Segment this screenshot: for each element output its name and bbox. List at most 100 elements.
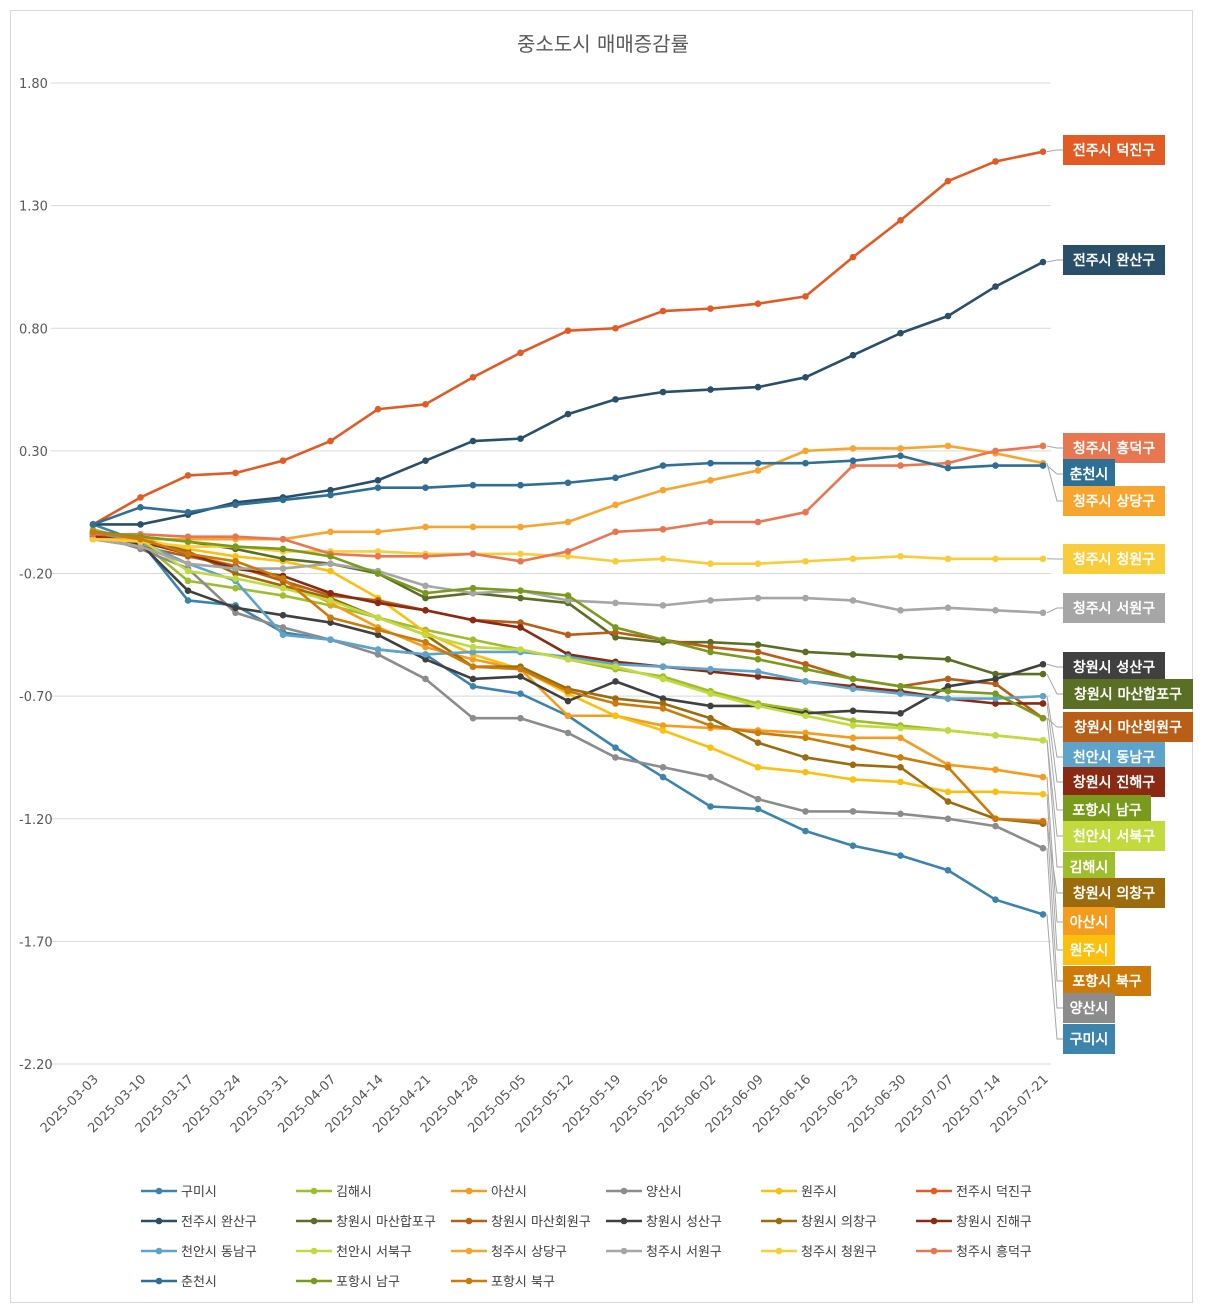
data-point xyxy=(564,479,572,487)
data-point xyxy=(802,293,809,300)
data-point xyxy=(944,815,952,823)
legend-item[interactable]: 창원시 진해구 xyxy=(916,1215,1032,1230)
data-point xyxy=(279,575,287,582)
end-label-text: 청주시 청원구 xyxy=(1073,552,1155,568)
data-point xyxy=(754,648,762,656)
data-point xyxy=(232,575,239,582)
data-point xyxy=(469,636,477,644)
end-label-box xyxy=(1063,486,1165,516)
data-point xyxy=(422,631,429,639)
data-point xyxy=(612,324,619,332)
data-point xyxy=(469,616,477,624)
legend-item[interactable]: 김해시 xyxy=(296,1185,372,1200)
leader-line xyxy=(1046,821,1063,982)
data-point xyxy=(612,599,619,607)
data-point xyxy=(517,481,524,489)
y-tick-label: -1.70 xyxy=(19,935,53,950)
end-label: 춘천시 xyxy=(1046,459,1115,489)
end-label-text: 창원시 진해구 xyxy=(1073,774,1155,791)
data-point xyxy=(802,808,809,815)
data-point xyxy=(944,604,952,612)
data-point xyxy=(1039,773,1047,781)
legend-item[interactable]: 춘천시 xyxy=(141,1275,217,1290)
legend-item[interactable]: 창원시 마산합포구 xyxy=(296,1215,436,1230)
data-point xyxy=(612,629,619,636)
legend-item[interactable]: 창원시 마산회원구 xyxy=(451,1215,591,1230)
legend-label: 춘천시 xyxy=(181,1275,217,1290)
data-point xyxy=(707,560,714,567)
data-point xyxy=(279,496,287,504)
data-point xyxy=(517,594,524,602)
legend-item[interactable]: 창원시 성산구 xyxy=(606,1215,722,1230)
legend-item[interactable]: 원주시 xyxy=(761,1185,837,1200)
data-point xyxy=(184,560,192,567)
data-point xyxy=(992,766,999,773)
data-point xyxy=(517,714,524,722)
end-label-box xyxy=(1063,593,1165,623)
legend-item[interactable]: 청주시 서원구 xyxy=(606,1245,722,1260)
data-point xyxy=(564,687,572,695)
data-point xyxy=(992,788,999,796)
end-label-text: 포항시 북구 xyxy=(1072,973,1141,990)
legend-item[interactable]: 양산시 xyxy=(606,1185,682,1200)
legend-swatch-marker xyxy=(930,1217,938,1225)
end-label-text: 청주시 상당구 xyxy=(1073,493,1155,510)
legend-item[interactable]: 청주시 청원구 xyxy=(761,1245,877,1260)
legend-item[interactable]: 포항시 남구 xyxy=(296,1275,400,1290)
data-point xyxy=(992,690,999,697)
legend-item[interactable]: 천안시 서북구 xyxy=(296,1245,412,1260)
data-point xyxy=(232,557,239,565)
data-point xyxy=(279,565,287,572)
legend-label: 청주시 청원구 xyxy=(801,1245,877,1260)
legend-item[interactable]: 청주시 상당구 xyxy=(451,1245,567,1260)
legend-item[interactable]: 천안시 동남구 xyxy=(141,1245,257,1260)
data-point xyxy=(944,788,952,796)
y-tick-label: 1.80 xyxy=(19,77,48,92)
end-label-text: 양산시 xyxy=(1070,1000,1109,1017)
leader-line xyxy=(1046,445,1063,449)
end-label: 청주시 상당구 xyxy=(1046,463,1165,516)
data-point xyxy=(849,685,857,693)
data-point xyxy=(849,675,857,683)
data-point xyxy=(992,462,999,469)
end-label-box xyxy=(1063,966,1151,996)
data-point xyxy=(564,592,572,599)
end-label-text: 천안시 서북구 xyxy=(1073,828,1155,845)
legend-item[interactable]: 전주시 덕진구 xyxy=(916,1185,1032,1200)
data-point xyxy=(1039,609,1047,617)
data-point xyxy=(897,778,904,786)
data-point xyxy=(374,477,382,484)
data-point xyxy=(1039,258,1047,266)
data-point xyxy=(422,582,429,590)
legend-item[interactable]: 포항시 북구 xyxy=(451,1275,555,1290)
legend-item[interactable]: 전주시 완산구 xyxy=(141,1215,257,1230)
legend-item[interactable]: 구미시 xyxy=(141,1185,217,1200)
legend-label: 청주시 서원구 xyxy=(646,1245,722,1260)
data-point xyxy=(374,614,382,621)
data-point xyxy=(469,663,477,670)
data-point xyxy=(232,604,239,612)
data-point xyxy=(897,445,904,452)
data-point xyxy=(849,707,857,715)
data-point xyxy=(754,702,762,710)
data-point xyxy=(707,459,714,467)
data-point xyxy=(897,653,904,661)
data-point xyxy=(802,678,809,685)
data-point xyxy=(707,690,714,697)
legend-item[interactable]: 창원시 의창구 xyxy=(761,1215,877,1230)
data-point xyxy=(564,729,572,737)
data-point xyxy=(707,702,714,710)
data-point xyxy=(897,810,904,818)
data-point xyxy=(849,744,857,751)
legend-item[interactable]: 청주시 흥덕구 xyxy=(916,1245,1032,1260)
data-point xyxy=(707,477,714,484)
y-tick-label: -0.70 xyxy=(19,690,53,705)
data-point xyxy=(944,866,952,874)
data-point xyxy=(469,584,477,592)
data-point xyxy=(1039,736,1047,744)
data-point xyxy=(707,722,714,729)
legend-item[interactable]: 아산시 xyxy=(451,1185,527,1200)
end-label-text: 창원시 의창구 xyxy=(1073,885,1155,902)
data-point xyxy=(327,486,334,494)
